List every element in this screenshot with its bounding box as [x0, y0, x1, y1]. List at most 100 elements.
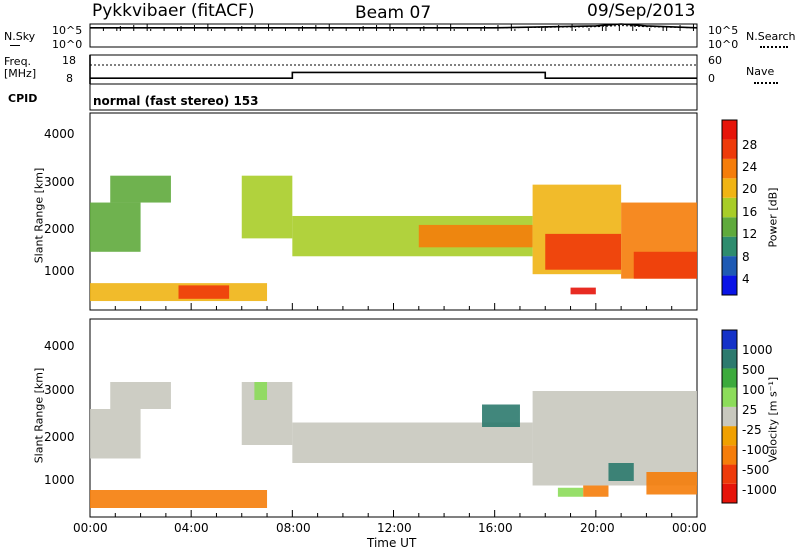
- power-cbar-swatch: [722, 139, 737, 159]
- velocity-region: [608, 463, 634, 481]
- power-region: [110, 175, 171, 203]
- xaxis-label: Time UT: [367, 536, 417, 550]
- velocity-region: [90, 409, 141, 459]
- velocity-region: [646, 472, 697, 495]
- velocity-region: [241, 382, 293, 445]
- velocity-cbar-frame: [721, 329, 738, 504]
- xtick-0400: 04:00: [174, 521, 209, 535]
- nave-tick-high: 60: [708, 54, 722, 67]
- nsearch-tick-high: 10^5: [708, 24, 739, 37]
- velocity-cbar-tick-m1000: -1000: [742, 483, 777, 497]
- velocity-ytick-3000: 3000: [44, 383, 75, 397]
- velocity-region: [254, 382, 268, 400]
- nsearch-label: N.Search: [746, 30, 796, 43]
- freq-unit-label: [MHz]: [4, 67, 37, 80]
- velocity-cbar-swatch: [722, 464, 737, 484]
- velocity-region: [583, 485, 609, 497]
- power-region: [90, 202, 141, 252]
- nsky-label: N.Sky: [4, 30, 36, 43]
- nsearch-legend-line: [760, 46, 788, 48]
- power-cbar-swatch: [722, 256, 737, 276]
- power-region: [570, 287, 596, 295]
- x-ticks: [89, 303, 698, 517]
- nsky-legend-line: [10, 45, 20, 46]
- beam-label: Beam 07: [355, 3, 432, 23]
- power-cbar-frame: [721, 119, 738, 296]
- power-cbar-tick-16: 16: [742, 205, 758, 219]
- xtick-1600: 16:00: [478, 521, 513, 535]
- cpid-frame: [89, 83, 698, 111]
- noise-frame: [89, 23, 698, 48]
- power-region: [633, 251, 697, 279]
- velocity-cbar-swatch: [722, 426, 737, 446]
- freq-frame: [89, 54, 698, 85]
- freq-label: Freq.: [4, 55, 32, 68]
- velocity-cbar-tick-m25: -25: [742, 423, 762, 437]
- power-cbar-tick-8: 8: [742, 250, 750, 264]
- nsky-tick-high: 10^5: [52, 24, 83, 37]
- freq-line: [90, 71, 697, 79]
- xtick-1200: 12:00: [377, 521, 412, 535]
- nsky-tick-low: 10^0: [52, 38, 83, 51]
- velocity-cbar-swatch: [722, 406, 737, 427]
- frequency-panel: [89, 55, 697, 84]
- colorbars: [721, 119, 738, 504]
- power-region: [178, 285, 230, 299]
- nsearch-tick-low: 10^0: [708, 38, 739, 51]
- site-title: Pykkvibaer (fitACF): [92, 1, 255, 21]
- power-cbar-swatch: [722, 236, 737, 257]
- velocity-cbar-swatch: [722, 387, 737, 407]
- nave-label: Nave: [746, 65, 775, 78]
- freq-tick-low: 8: [66, 72, 73, 85]
- nsearch-line: [90, 25, 698, 29]
- velocity-cbar-tick-1000: 1000: [742, 343, 773, 357]
- velocity-cbar-swatch: [722, 445, 737, 465]
- noise-panel: [89, 23, 698, 31]
- power-cbar-swatch: [722, 275, 737, 295]
- power-cbar-tick-24: 24: [742, 160, 758, 174]
- date-label: 09/Sep/2013: [587, 1, 696, 21]
- power-cbar-tick-28: 28: [742, 138, 758, 152]
- velocity-region: [482, 404, 520, 427]
- power-cbar-tick-4: 4: [742, 272, 750, 286]
- nave-legend-line: [754, 82, 778, 84]
- power-cbar-swatch: [722, 158, 737, 179]
- velocity-cbar-tick-500: 500: [742, 363, 765, 377]
- cpid-mode: normal (fast stereo) 153: [93, 94, 259, 108]
- power-region: [545, 233, 622, 270]
- cpid-label: CPID: [8, 92, 38, 105]
- velocity-ytick-2000: 2000: [44, 430, 75, 444]
- xtick-2000: 20:00: [580, 521, 615, 535]
- velocity-region: [90, 490, 268, 508]
- power-panel: [90, 175, 697, 302]
- power-cbar-tick-12: 12: [742, 227, 758, 241]
- power-cbar-swatch: [722, 178, 737, 198]
- xtick-0800: 08:00: [276, 521, 311, 535]
- velocity-cbar-swatch: [722, 330, 737, 350]
- power-cbar-tick-20: 20: [742, 182, 758, 196]
- power-region: [418, 224, 533, 248]
- velocity-region: [110, 382, 171, 409]
- velocity-cbar-tick-m500: -500: [742, 463, 770, 477]
- velocity-cbar-swatch: [722, 349, 737, 369]
- velocity-ytick-4000: 4000: [44, 339, 75, 353]
- xtick-0000: 00:00: [73, 521, 108, 535]
- xtick-2400: 00:00: [672, 521, 707, 535]
- power-cbar-swatch: [722, 120, 737, 140]
- velocity-cbar-swatch: [722, 483, 737, 503]
- velocity-cbar-tick-m100: -100: [742, 443, 770, 457]
- power-ytick-2000: 2000: [44, 222, 75, 236]
- velocity-cbar-swatch: [722, 368, 737, 388]
- power-ytick-4000: 4000: [44, 127, 75, 141]
- power-ytick-1000: 1000: [44, 264, 75, 278]
- power-cbar-swatch: [722, 217, 737, 237]
- velocity-ytick-1000: 1000: [44, 473, 75, 487]
- power-cbar-swatch: [722, 197, 737, 218]
- velocity-region: [292, 422, 533, 463]
- freq-tick-high: 18: [62, 54, 76, 67]
- velocity-cbar-tick-100: 100: [742, 383, 765, 397]
- nave-tick-low: 0: [708, 72, 715, 85]
- velocity-panel: [90, 382, 697, 508]
- power-ytick-3000: 3000: [44, 175, 75, 189]
